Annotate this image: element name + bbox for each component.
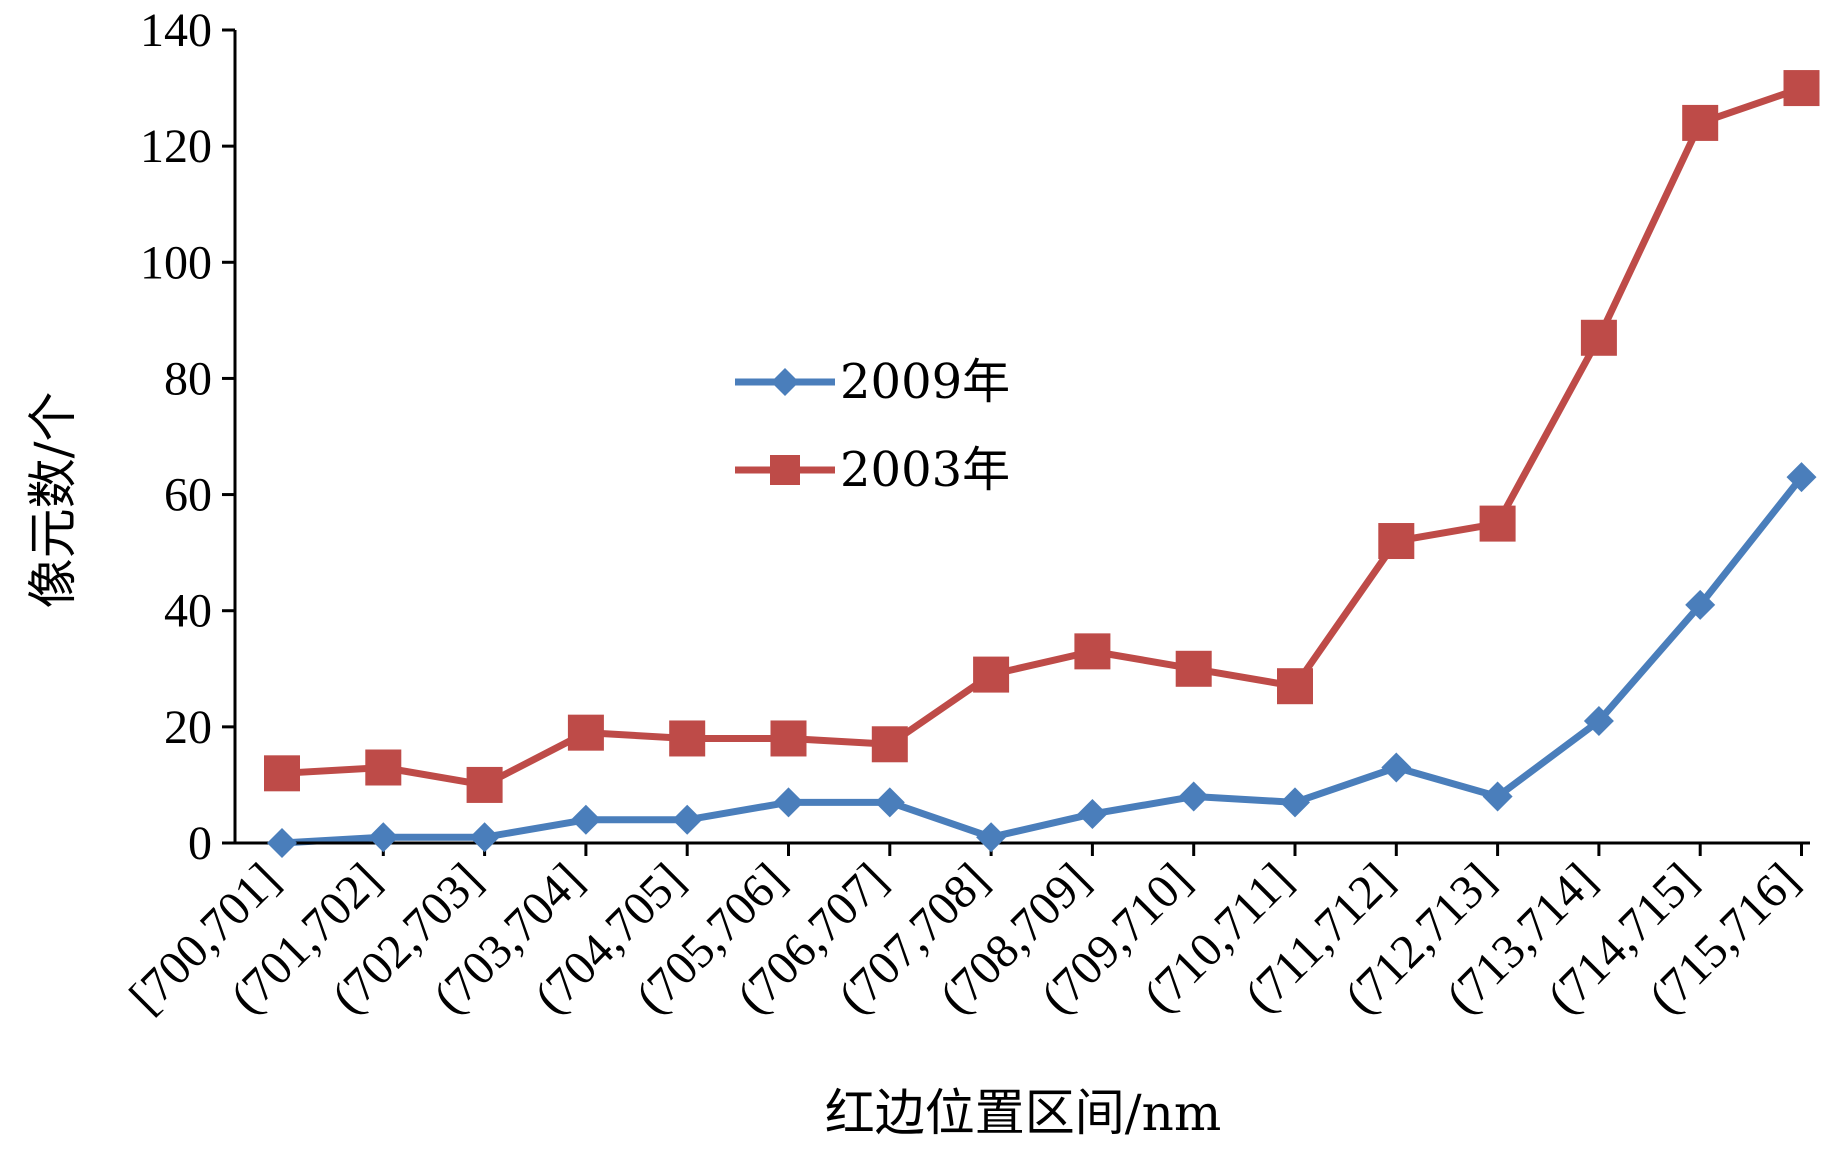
y-tick-label: 100: [140, 236, 212, 289]
legend-item-2003: 2003年: [735, 442, 1010, 498]
data-point: [570, 804, 601, 835]
data-point: [469, 822, 500, 853]
data-point: [669, 720, 706, 757]
data-point: [1479, 505, 1516, 542]
data-point: [1783, 70, 1820, 107]
y-tick-label: 20: [164, 701, 212, 754]
data-point: [1074, 633, 1111, 670]
series-markers: [264, 70, 1820, 858]
data-point: [567, 714, 604, 751]
axes: [233, 30, 1810, 845]
y-tick-label: 140: [140, 4, 212, 57]
data-point: [672, 804, 703, 835]
legend-marker-2009: [771, 368, 799, 396]
data-point: [1786, 462, 1817, 493]
data-point: [1175, 650, 1212, 687]
y-axis-ticks: 0 20 40 60 80 100 120 140: [140, 4, 235, 870]
legend-item-2009: 2009年: [735, 354, 1010, 410]
y-tick-label: 60: [164, 469, 212, 522]
data-point: [1583, 706, 1614, 737]
series-line-0: [281, 474, 1805, 847]
data-point: [1381, 752, 1412, 783]
legend-marker-2003: [770, 455, 800, 485]
data-point: [1277, 668, 1313, 705]
data-point: [1482, 781, 1513, 812]
data-point: [1280, 787, 1310, 818]
data-point: [267, 828, 297, 858]
series-lines: [281, 84, 1805, 847]
y-tick-label: 80: [164, 352, 212, 405]
x-axis-ticks: [700,701](701,702](702,703](703,704](704…: [119, 843, 1809, 1024]
data-point: [1077, 798, 1108, 829]
data-point: [973, 656, 1010, 693]
data-point: [874, 787, 905, 818]
y-axis-title: 像元数/个: [24, 392, 82, 609]
x-axis-title: 红边位置区间/nm: [825, 1084, 1221, 1142]
legend-label-2003: 2003年: [840, 442, 1010, 498]
data-point: [368, 822, 399, 853]
y-tick-label: 0: [188, 817, 212, 870]
data-point: [1378, 523, 1415, 560]
data-point: [466, 766, 503, 803]
data-point: [976, 822, 1007, 853]
legend: 2009年 2003年: [735, 354, 1010, 498]
data-point: [264, 755, 300, 792]
data-point: [1178, 781, 1209, 812]
y-tick-label: 40: [164, 585, 212, 638]
data-point: [770, 720, 807, 757]
data-point: [1682, 104, 1719, 141]
data-point: [365, 749, 402, 786]
data-point: [1580, 319, 1617, 356]
y-tick-label: 120: [140, 120, 212, 173]
data-point: [1685, 589, 1716, 620]
series-line-1: [281, 84, 1803, 789]
data-point: [773, 787, 804, 818]
data-point: [871, 726, 908, 763]
legend-label-2009: 2009年: [840, 354, 1010, 410]
